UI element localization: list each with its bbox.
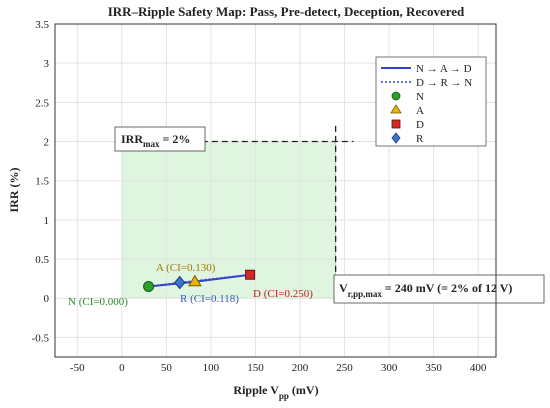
legend-marker-a <box>390 104 402 114</box>
legend-label-d: D <box>416 119 424 131</box>
irr-max-box <box>114 126 206 152</box>
x-axis-ticks: -50 0 50 100 150 200 250 300 350 400 <box>70 362 487 374</box>
chart-title: IRR–Ripple Safety Map: Pass, Pre-detect,… <box>108 4 465 19</box>
point-marker-a <box>187 274 202 287</box>
x-tick-label: 0 <box>119 362 125 374</box>
x-tick-label: 200 <box>292 362 309 374</box>
y-tick-label: 3 <box>44 58 50 70</box>
legend-box <box>375 56 487 147</box>
v-max-annotation: Vr,pp,max = 240 mV (= 2% of 12 V) <box>339 281 512 299</box>
point-marker-r <box>174 275 186 290</box>
point-marker-d <box>245 269 256 280</box>
legend-label-a: A <box>416 105 424 117</box>
legend-marker-n <box>391 91 401 101</box>
y-axis-ticks: -0.5 0 0.5 1 1.5 2 2.5 3 3.5 <box>32 19 50 344</box>
y-tick-label: 1.5 <box>35 176 49 188</box>
point-marker-n <box>143 280 155 292</box>
y-tick-label: 2 <box>44 137 50 149</box>
legend-marker-d <box>391 119 401 129</box>
y-axis-label: IRR (%) <box>7 168 21 213</box>
x-tick-label: 350 <box>425 362 442 374</box>
y-tick-label: 0 <box>44 293 50 305</box>
point-label-d: D (CI=0.250) <box>253 288 313 300</box>
point-label-n: N (CI=0.000) <box>68 296 128 308</box>
y-tick-label: 1 <box>44 215 50 227</box>
legend-label-nad: N → A → D <box>416 63 472 75</box>
x-tick-label: 400 <box>470 362 487 374</box>
plot-frame <box>54 23 497 358</box>
legend: N → A → D D → R → N N A D R <box>375 56 487 147</box>
x-axis-label: Ripple Vpp (mV) <box>233 383 318 401</box>
legend-label-n: N <box>416 91 424 103</box>
x-tick-label: 50 <box>161 362 173 374</box>
v-max-box <box>333 274 545 304</box>
x-tick-label: 150 <box>247 362 264 374</box>
legend-label-drn: D → R → N <box>416 77 472 89</box>
x-tick-label: 100 <box>203 362 220 374</box>
y-tick-label: 2.5 <box>35 97 49 109</box>
y-tick-label: 0.5 <box>35 254 49 266</box>
point-label-r: R (CI=0.118) <box>180 293 239 305</box>
y-tick-label: -0.5 <box>32 332 50 344</box>
x-tick-label: -50 <box>70 362 85 374</box>
x-tick-label: 300 <box>381 362 398 374</box>
markers <box>143 269 256 292</box>
point-label-a: A (CI=0.130) <box>156 262 216 274</box>
irr-max-annotation: IRRmax = 2% <box>121 132 190 149</box>
legend-marker-r <box>391 132 401 144</box>
x-tick-label: 250 <box>336 362 353 374</box>
y-tick-label: 3.5 <box>35 19 49 31</box>
legend-label-r: R <box>416 133 424 145</box>
